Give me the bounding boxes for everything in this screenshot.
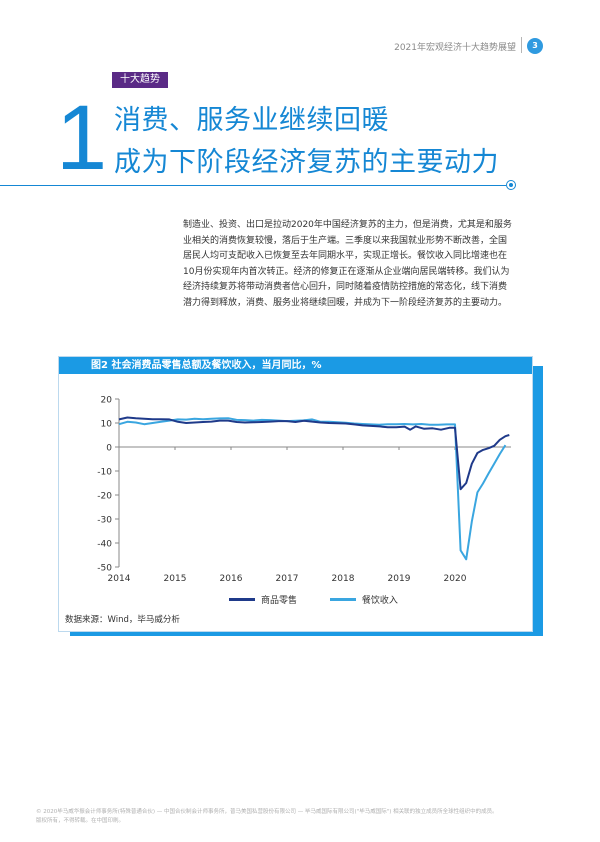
header-separator [521, 37, 522, 53]
y-tick-label: 20 [101, 396, 113, 406]
headline-line-2: 成为下阶段经济复苏的主要动力 [114, 147, 499, 178]
figure-title: 图2 社会消费品零售总额及餐饮收入，当月同比，% [59, 357, 532, 374]
legend-label-retail: 商品零售 [261, 596, 298, 606]
x-tick-label: 2014 [108, 574, 131, 584]
x-tick-label: 2016 [220, 574, 243, 584]
title-rule-dot-icon [506, 180, 516, 190]
y-tick-label: 10 [101, 420, 113, 430]
footer-line-1: © 2020毕马威华振会计师事务所(特殊普通合伙) — 中国合伙制会计师事务所，… [36, 809, 498, 815]
y-tick-label: -40 [97, 540, 112, 550]
legend-item-retail: 商品零售 [229, 593, 297, 606]
series-line-retail [118, 416, 510, 491]
body-paragraph: 制造业、投资、出口是拉动2020年中国经济复苏的主力，但是消费，尤其是和服务 业… [183, 218, 547, 311]
body-line: 制造业、投资、出口是拉动2020年中国经济复苏的主力，但是消费，尤其是和服务 [183, 220, 512, 230]
legend-item-catering: 餐饮收入 [329, 593, 398, 606]
y-tick-label: -50 [97, 564, 112, 574]
legend-line-retail-icon [229, 598, 255, 601]
x-tick-label: 2020 [444, 574, 467, 584]
section-number: 1 [56, 87, 108, 189]
y-tick-label: 0 [106, 444, 112, 454]
x-tick-label: 2015 [164, 574, 187, 584]
footer-line-2: 版权所有，不得转载。在中国印刷。 [36, 818, 125, 824]
headline-line-1: 消费、服务业继续回暖 [114, 105, 389, 136]
y-tick-label: -30 [97, 516, 112, 526]
x-tick-label: 2018 [332, 574, 355, 584]
x-tick-label: 2017 [276, 574, 299, 584]
y-tick-label: -10 [97, 468, 112, 478]
legend-label-catering: 餐饮收入 [361, 596, 398, 606]
figure-card: 图2 社会消费品零售总额及餐饮收入，当月同比，% 20 10 0 -10 -20 -30 -… [58, 356, 533, 632]
body-line: 居民人均可支配收入已恢复至去年同期水平，实现正增长。餐饮收入同比增速也在 [183, 251, 508, 261]
figure-source: 数据来源：Wind，毕马威分析 [65, 615, 180, 625]
body-line: 业相关的消费恢复较慢，落后于生产端。三季度以来我国就业形势不断改善，全国 [183, 235, 508, 246]
title-rule [0, 185, 506, 186]
body-line: 10月份实现年内首次转正。经济的修复正在逐渐从企业端向居民端转移。我们认为 [183, 266, 510, 277]
footer-copyright: © 2020毕马威华振会计师事务所(特殊普通合伙) — 中国合伙制会计师事务所，… [36, 808, 596, 826]
section-tag: 十大趋势 [112, 72, 168, 88]
y-tick-label: -20 [97, 492, 112, 502]
series-line-catering [118, 417, 507, 561]
x-tick-label: 2019 [388, 574, 411, 584]
report-header-title: 2021年宏观经济十大趋势展望 [394, 43, 516, 53]
body-line: 经济持续复苏将带动消费者信心回升，同时随着疫情防控措施的常态化，线下消费 [183, 282, 508, 292]
page-number-badge: 3 [527, 38, 543, 54]
chart-legend: 商品零售 餐饮收入 [229, 593, 428, 606]
body-line: 潜力得到释放，消费、服务业将继续回暖，并成为下一阶段经济复苏的主要动力。 [183, 297, 508, 308]
legend-line-catering-icon [329, 598, 356, 601]
